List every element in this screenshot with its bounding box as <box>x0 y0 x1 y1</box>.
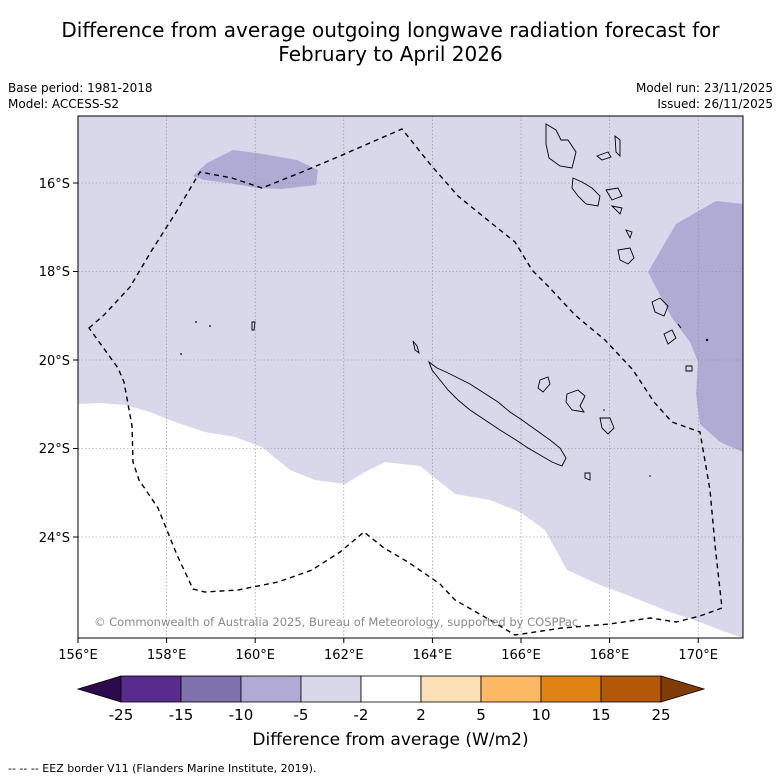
new-caledonia-coast <box>428 360 567 467</box>
lon-tick-label: 158°E <box>147 648 187 663</box>
vanuatu-island-a <box>596 151 612 161</box>
vanuatu-espiritu-santo <box>545 123 577 169</box>
lon-tick-label: 162°E <box>324 648 364 663</box>
colorbar-extend-high <box>660 675 706 703</box>
colorbar-segment <box>600 675 662 703</box>
colorbar-tick-label: 10 <box>531 706 550 724</box>
anomaly-field-medium-east <box>648 201 743 452</box>
colorbar-label: Difference from average (W/m2) <box>252 730 529 750</box>
base-period: Base period: 1981-2018 <box>8 81 153 95</box>
meta-right: Model run: 23/11/2025 Issued: 26/11/2025 <box>636 80 773 112</box>
graticule <box>78 116 743 638</box>
vanuatu-tanna <box>663 329 677 345</box>
lon-tick-label: 164°E <box>413 648 453 663</box>
vanuatu-island-d <box>610 205 623 215</box>
lat-tick-label: 22°S <box>39 442 70 457</box>
island-small-2 <box>584 472 591 481</box>
anomaly-field-neutral <box>78 403 743 638</box>
lat-tick-label: 16°S <box>39 177 70 192</box>
tick-marks <box>73 182 699 643</box>
colorbar-extend-low <box>76 675 122 703</box>
colorbar-tick-label: 15 <box>591 706 610 724</box>
copyright-notice: © Commonwealth of Australia 2025, Bureau… <box>94 615 578 629</box>
colorbar-tick-label: -15 <box>169 706 194 724</box>
map-title: Difference from average outgoing longwav… <box>0 18 781 66</box>
island-g <box>677 323 682 329</box>
colorbar-tick-label: -10 <box>229 706 254 724</box>
colorbar-segment <box>540 675 602 703</box>
loyalty-island-3 <box>599 417 615 435</box>
island-h <box>251 321 256 331</box>
vanuatu-malekula <box>571 177 601 207</box>
colorbar-tick-label: 5 <box>476 706 486 724</box>
colorbar-segment <box>240 675 302 703</box>
colorbar-segment <box>120 675 182 703</box>
eez-legend: -- -- -- EEZ border V11 (Flanders Marine… <box>8 762 317 775</box>
tiny-islands <box>180 321 709 477</box>
island-small-1 <box>412 340 420 355</box>
lon-tick-label: 170°E <box>678 648 718 663</box>
vanuatu-efate <box>617 247 635 265</box>
lon-tick-label: 160°E <box>235 648 275 663</box>
issued-date: Issued: 26/11/2025 <box>657 97 773 111</box>
map-frame <box>77 115 744 639</box>
title-line-1: Difference from average outgoing longwav… <box>61 18 720 42</box>
lat-tick-label: 20°S <box>39 354 70 369</box>
colorbar-segment <box>360 675 422 703</box>
colorbar-tick-label: -5 <box>294 706 309 724</box>
vanuatu-island-f <box>685 365 693 372</box>
lon-tick-label: 166°E <box>501 648 541 663</box>
vanuatu-erromango <box>651 297 669 317</box>
lon-tick-label: 156°E <box>58 648 98 663</box>
vanuatu-island-e <box>625 229 633 240</box>
loyalty-island-2 <box>565 389 586 413</box>
colorbar-segment <box>300 675 362 703</box>
loyalty-island-1 <box>537 376 551 393</box>
colorbar-tick-label: 2 <box>416 706 426 724</box>
colorbar <box>76 675 706 703</box>
vanuatu-island-b <box>614 135 621 158</box>
meta-left: Base period: 1981-2018 Model: ACCESS-S2 <box>8 80 153 112</box>
model-name: Model: ACCESS-S2 <box>8 97 120 111</box>
colorbar-segment <box>180 675 242 703</box>
lon-tick-label: 168°E <box>590 648 630 663</box>
title-line-2: February to April 2026 <box>278 42 503 66</box>
model-run: Model run: 23/11/2025 <box>635 81 773 95</box>
lat-tick-label: 18°S <box>39 265 70 280</box>
eez-border <box>88 128 723 636</box>
coastlines <box>251 123 693 481</box>
colorbar-tick-label: 25 <box>651 706 670 724</box>
colorbar-tick-label: -25 <box>109 706 134 724</box>
colorbar-segment <box>480 675 542 703</box>
colorbar-segment <box>420 675 482 703</box>
colorbar-tick-label: -2 <box>354 706 369 724</box>
lat-tick-label: 24°S <box>39 531 70 546</box>
vanuatu-island-c <box>605 187 623 201</box>
